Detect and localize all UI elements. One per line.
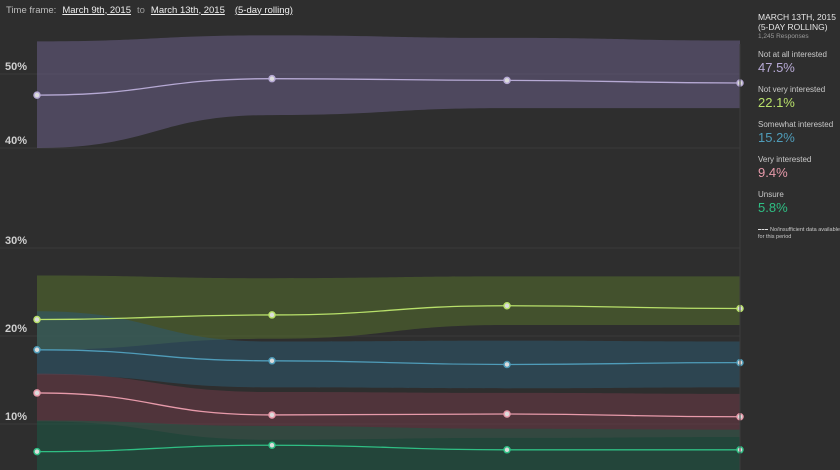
data-point[interactable] [33,91,41,99]
legend-item-label: Not very interested [758,85,826,94]
data-point[interactable] [33,346,41,354]
data-point[interactable] [503,446,511,454]
y-tick-label: 50% [5,61,27,73]
data-point[interactable] [268,441,276,449]
data-point[interactable] [268,411,276,419]
legend-item-value: 22.1% [758,95,795,110]
legend-item-label: Unsure [758,190,784,199]
upper-panel: 50% 40% [0,35,744,149]
confidence-band [37,311,740,389]
legend-item[interactable]: Unsure 5.8% [758,190,840,215]
legend-item-label: Not at all interested [758,50,827,59]
rolling-mode-toggle[interactable]: (5-day rolling) [234,4,293,16]
legend-item[interactable]: Somewhat interested 15.2% [758,120,840,145]
start-date-picker[interactable]: March 9th, 2015 [62,4,131,16]
legend-item[interactable]: Not at all interested 47.5% [758,50,840,75]
data-point[interactable] [33,389,41,397]
legend: MARCH 13TH, 2015 (5-DAY ROLLING) 1,245 R… [758,12,840,241]
y-tick-label: 40% [5,135,27,147]
legend-item-value: 47.5% [758,60,795,75]
legend-item-value: 9.4% [758,165,788,180]
data-point[interactable] [33,447,41,456]
y-tick-label: 30% [5,235,27,247]
data-point[interactable] [268,74,276,83]
series-line [36,392,741,418]
legend-item-value: 5.8% [758,200,788,215]
data-point[interactable] [268,357,276,365]
data-point[interactable] [503,76,511,85]
series-line [36,305,741,321]
legend-item[interactable]: Not very interested 22.1% [758,85,840,110]
timeframe-bar: Time frame: March 9th, 2015 to March 13t… [6,2,293,18]
end-date-picker[interactable]: March 13th, 2015 [150,4,225,16]
legend-responses: 1,245 Responses [758,33,809,40]
confidence-band [37,420,740,470]
timeframe-to: to [136,4,145,16]
y-tick-label: 10% [5,411,27,423]
legend-item-label: Somewhat interested [758,120,834,129]
timeframe-label: Time frame: [6,4,57,16]
legend-item-label: Very interested [758,155,812,164]
data-point[interactable] [503,301,511,310]
legend-mode: (5-DAY ROLLING) [758,22,828,32]
series-line [36,78,741,96]
legend-item-value: 15.2% [758,130,795,145]
legend-item[interactable]: Very interested 9.4% [758,155,840,180]
data-point[interactable] [503,360,511,369]
y-tick-label: 20% [5,323,27,335]
no-data-note-text: No/insufficient data available for this … [758,227,840,240]
data-point[interactable] [503,410,511,418]
legend-date: MARCH 13TH, 2015 [758,12,836,22]
series-line [36,349,741,366]
dashed-line-icon [758,229,768,231]
data-point[interactable] [268,311,276,319]
confidence-band [37,373,740,440]
no-data-note: No/insufficient data available for this … [758,227,840,241]
confidence-band [37,275,740,350]
confidence-band [37,35,740,149]
series-line [36,444,740,453]
lower-panel: 30% 20% 10% [0,235,744,470]
data-point[interactable] [33,315,41,324]
